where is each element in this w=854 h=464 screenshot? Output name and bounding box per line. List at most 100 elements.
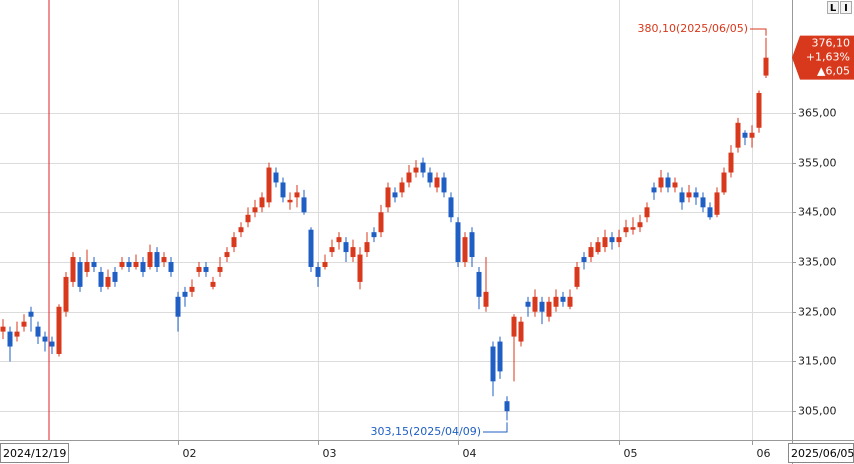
candle-body: [14, 331, 20, 337]
candle-body: [546, 301, 552, 317]
candle-body: [217, 266, 223, 272]
grid: [0, 0, 792, 440]
candle-body: [448, 197, 454, 218]
candle-body: [308, 229, 314, 267]
candle-body: [259, 197, 265, 208]
candle-body: [49, 341, 55, 347]
y-tick-label: 315,00: [798, 355, 837, 368]
axes: 305,00 315,00 325,00 335,00 345,00 355,00 365,…: [178, 107, 837, 460]
candle-body: [98, 271, 104, 287]
button-l-label[interactable]: L: [830, 3, 837, 14]
candle-body: [693, 192, 699, 198]
candle-body: [0, 326, 6, 332]
candle-body: [721, 172, 727, 193]
y-tick-label: 345,00: [798, 206, 837, 219]
candle-body: [315, 266, 321, 277]
candle-body: [105, 276, 111, 287]
candle-body: [35, 326, 41, 337]
candle-body: [574, 266, 580, 287]
candle-body: [679, 192, 685, 203]
candle-body: [343, 242, 349, 253]
button-l[interactable]: [827, 1, 839, 14]
candle-body: [336, 237, 342, 243]
candle-body: [707, 207, 713, 218]
candle-body: [364, 242, 370, 253]
candle-body: [266, 167, 272, 203]
candle-body: [399, 182, 405, 193]
candle-body: [672, 182, 678, 188]
candle-body: [196, 266, 202, 272]
y-tick-label: 355,00: [798, 157, 837, 170]
candle-body: [483, 291, 489, 307]
candle-body: [252, 207, 258, 213]
candle-body: [609, 237, 615, 243]
price-tag-price: 376,10: [812, 37, 851, 50]
candle-body: [441, 177, 447, 193]
candle-body: [154, 252, 160, 267]
candle-body: [245, 214, 251, 223]
candle-body: [420, 162, 426, 173]
y-tick-label: 365,00: [798, 107, 837, 120]
price-tag: [792, 35, 854, 80]
candle-body: [175, 296, 181, 317]
candle-body: [749, 132, 755, 138]
x-tick-label: 05: [624, 447, 638, 460]
candle-body: [490, 346, 496, 382]
candle-body: [616, 237, 622, 243]
candle-body: [371, 232, 377, 238]
high-annotation: 380,10(2025/06/05): [638, 22, 748, 35]
candle-body: [21, 321, 27, 327]
candle-body: [56, 306, 62, 354]
candle-body: [84, 262, 90, 272]
candle-body: [588, 247, 594, 258]
candle-body: [511, 316, 517, 337]
price-tag-change: ▲6,05: [817, 65, 850, 78]
candle-body: [427, 172, 433, 183]
candle-body: [462, 237, 468, 263]
candle-body: [497, 341, 503, 372]
candle-body: [287, 199, 293, 203]
candle-body: [301, 197, 307, 213]
candle-body: [658, 177, 664, 188]
button-i-label[interactable]: I: [844, 3, 848, 14]
candle-body: [385, 187, 391, 208]
candle-body: [756, 92, 762, 128]
x-tick-label: 03: [323, 447, 337, 460]
candle-body: [378, 212, 384, 233]
candle-body: [231, 237, 237, 248]
candle-body: [182, 291, 188, 297]
button-i[interactable]: [840, 1, 852, 14]
candle-body: [504, 401, 510, 412]
candle-body: [525, 301, 531, 307]
candle-body: [210, 281, 216, 287]
candle-body: [273, 172, 279, 183]
candle-body: [70, 257, 76, 282]
candle-body: [455, 222, 461, 263]
candle-body: [350, 247, 356, 258]
candle-body: [126, 262, 132, 267]
candle-body: [161, 257, 167, 263]
candle-body: [623, 227, 629, 233]
candle-body: [518, 321, 524, 342]
candle-body: [357, 254, 363, 282]
candle-body: [728, 152, 734, 173]
candle-body: [567, 296, 573, 307]
candle-body: [532, 296, 538, 312]
candle-body: [714, 192, 720, 215]
y-tick-label: 335,00: [798, 256, 837, 269]
candle-body: [392, 192, 398, 198]
annotations: 380,10(2025/06/05) 303,15(2025/04/09) 376,…: [371, 22, 854, 438]
end-date: 2025/06/05: [791, 447, 854, 460]
y-tick-label: 325,00: [798, 306, 837, 319]
start-date-box: [0, 443, 69, 463]
candle-body: [294, 192, 300, 198]
candle-body: [112, 271, 118, 282]
candle-body: [469, 232, 475, 258]
candle-body: [203, 266, 209, 272]
candle-body: [539, 301, 545, 312]
candle-body: [119, 262, 125, 267]
candle-body: [700, 197, 706, 208]
price-tag-change-pct: +1,63%: [806, 51, 850, 64]
candle-body: [413, 167, 419, 173]
